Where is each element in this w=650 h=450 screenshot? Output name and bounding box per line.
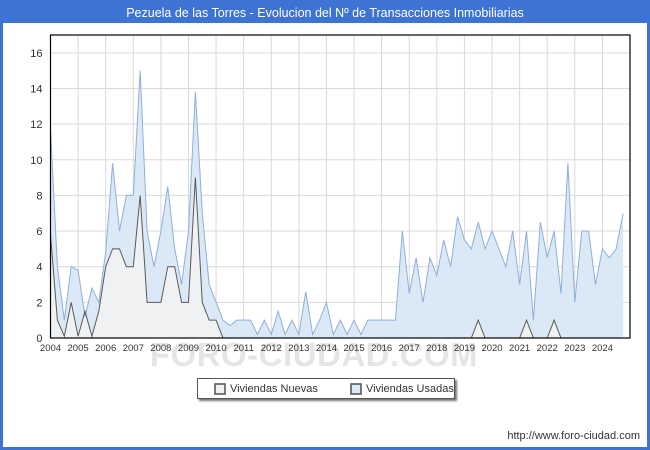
svg-text:2015: 2015: [343, 343, 364, 354]
svg-text:2013: 2013: [288, 343, 309, 354]
svg-text:2007: 2007: [123, 343, 144, 354]
svg-text:14: 14: [30, 83, 42, 95]
svg-text:2023: 2023: [564, 343, 585, 354]
svg-text:2: 2: [36, 297, 42, 309]
svg-text:2022: 2022: [537, 343, 558, 354]
svg-text:2008: 2008: [150, 343, 171, 354]
svg-text:2006: 2006: [95, 343, 116, 354]
svg-text:2016: 2016: [371, 343, 392, 354]
svg-text:2019: 2019: [454, 343, 475, 354]
svg-text:8: 8: [36, 190, 42, 202]
svg-text:2018: 2018: [426, 343, 447, 354]
svg-text:10: 10: [30, 155, 42, 167]
svg-text:2005: 2005: [68, 343, 89, 354]
svg-text:2024: 2024: [592, 343, 613, 354]
svg-text:2012: 2012: [261, 343, 282, 354]
svg-text:2011: 2011: [233, 343, 253, 354]
svg-text:12: 12: [30, 119, 42, 131]
svg-text:2009: 2009: [178, 343, 199, 354]
svg-text:2020: 2020: [481, 343, 502, 354]
svg-text:2017: 2017: [399, 343, 420, 354]
svg-text:2010: 2010: [205, 343, 226, 354]
svg-text:6: 6: [36, 226, 42, 238]
svg-text:2021: 2021: [509, 343, 530, 354]
svg-text:2004: 2004: [40, 343, 61, 354]
svg-text:4: 4: [36, 262, 42, 274]
svg-text:16: 16: [30, 48, 42, 60]
svg-text:2014: 2014: [316, 343, 337, 354]
